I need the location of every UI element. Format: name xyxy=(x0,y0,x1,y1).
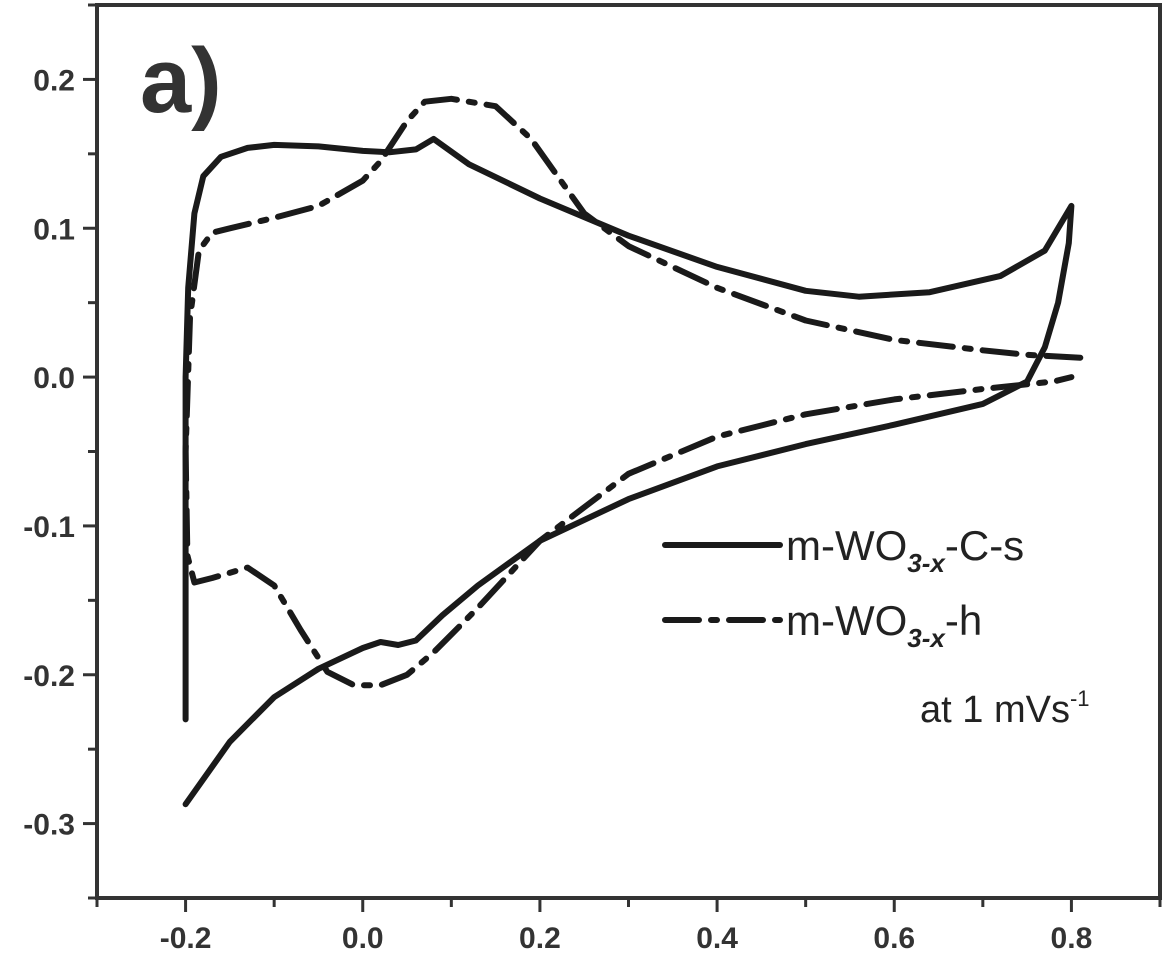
series-line-h xyxy=(182,95,1084,689)
y-tick-label: 0.2 xyxy=(33,64,75,97)
series-line-c-s xyxy=(182,135,1075,808)
plot-frame xyxy=(95,3,1162,900)
y-tick-label: -0.1 xyxy=(23,511,75,544)
x-tick-label: 0.8 xyxy=(1051,922,1093,955)
panel-label: a) xyxy=(140,30,222,132)
y-tick-label: 0.1 xyxy=(33,213,75,246)
x-tick-label: 0.2 xyxy=(519,922,561,955)
x-tick-label: 0.6 xyxy=(873,922,915,955)
series-layer xyxy=(182,95,1084,808)
x-tick-label: -0.2 xyxy=(160,922,212,955)
legend-label: m-WO3-x-C-s xyxy=(786,522,1024,578)
y-tick-label: -0.3 xyxy=(23,809,75,842)
axes: -0.2 0.0 0.2 0.4 0.6 0.8 0.2 0.1 0.0 -0.1 -0.2 -0.3 xyxy=(23,3,1162,955)
legend-label: m-WO3-x-h xyxy=(786,597,982,653)
legend: m-WO3-x-C-s m-WO3-x-h at 1 mVs-1 xyxy=(662,522,1090,731)
y-tick-label: 0.0 xyxy=(33,362,75,395)
scan-rate-annotation: at 1 mVs-1 xyxy=(920,686,1090,731)
x-tick-label: 0.0 xyxy=(342,922,384,955)
x-tick-label: 0.4 xyxy=(696,922,738,955)
y-tick-label: -0.2 xyxy=(23,660,75,693)
